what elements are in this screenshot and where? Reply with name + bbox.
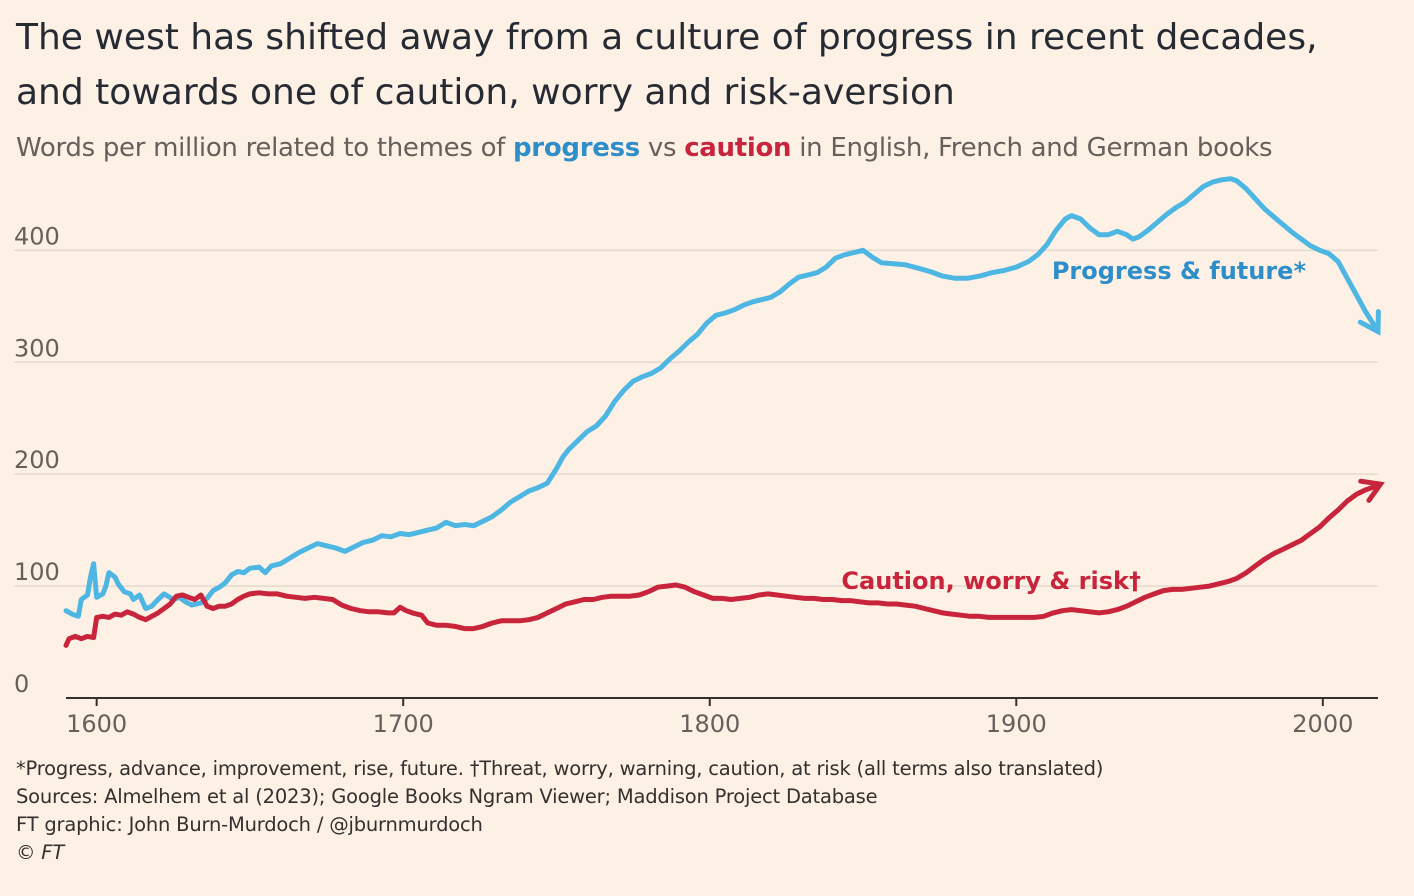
y-tick-label-0: 0 — [14, 670, 29, 698]
gridlines — [14, 249, 1378, 587]
y-axis-ticks: 0 100 200 300 400 — [14, 222, 60, 698]
series-label-caution: Caution, worry & risk† — [841, 567, 1141, 595]
y-tick-label-100: 100 — [14, 558, 60, 586]
title-line-2: and towards one of caution, worry and ri… — [16, 72, 955, 113]
x-tick-label-2000: 2000 — [1292, 710, 1353, 738]
chart-title: The west has shifted away from a culture… — [16, 10, 1406, 120]
series-arrow-caution — [1358, 478, 1385, 503]
subtitle-progress-keyword: progress — [513, 133, 640, 163]
subtitle-post: in English, French and German books — [791, 133, 1273, 163]
x-tick-label-1700: 1700 — [373, 710, 434, 738]
series-line-caution — [63, 484, 1378, 648]
title-line-1: The west has shifted away from a culture… — [16, 17, 1318, 58]
y-tick-label-300: 300 — [14, 334, 60, 362]
series-line-progress — [63, 176, 1378, 619]
footnote: *Progress, advance, improvement, rise, f… — [16, 757, 1104, 780]
series-labels: Progress & future* Caution, worry & risk… — [841, 257, 1306, 595]
series-arrow-progress — [1357, 309, 1381, 336]
x-tick-label-1900: 1900 — [986, 710, 1047, 738]
chart-subtitle: Words per million related to themes of p… — [16, 128, 1406, 168]
graphic-credit: FT graphic: John Burn-Murdoch / @jburnmu… — [16, 813, 483, 836]
y-tick-label-400: 400 — [14, 222, 60, 250]
x-tick-label-1800: 1800 — [679, 710, 740, 738]
subtitle-mid: vs — [639, 133, 685, 163]
subtitle-pre: Words per million related to themes of — [16, 133, 513, 163]
x-tick-label-1600: 1600 — [66, 710, 127, 738]
x-axis-ticks: 1600 1700 1800 1900 2000 — [66, 697, 1378, 738]
sources: Sources: Almelhem et al (2023); Google B… — [16, 785, 878, 808]
copyright: © FT — [16, 841, 65, 864]
chart-footer: *Progress, advance, improvement, rise, f… — [16, 755, 1406, 867]
series-label-progress: Progress & future* — [1052, 257, 1307, 285]
series — [63, 176, 1385, 648]
subtitle-caution-keyword: caution — [684, 133, 792, 163]
y-tick-label-200: 200 — [14, 446, 60, 474]
